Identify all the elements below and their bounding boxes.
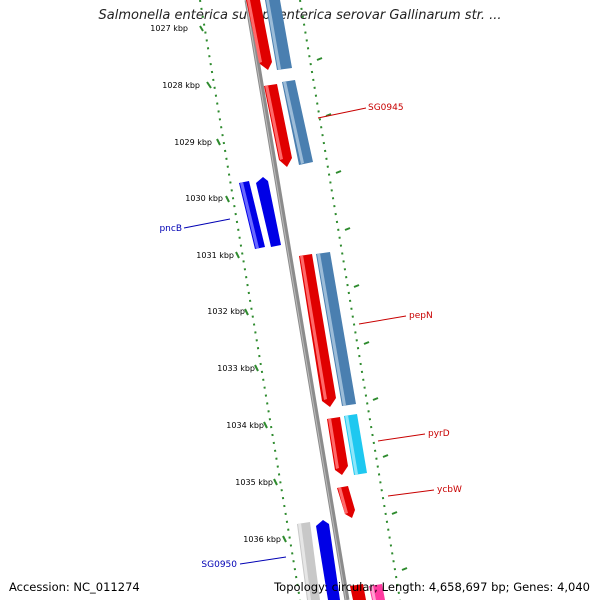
tick-mark (235, 251, 240, 259)
tick-mark (282, 535, 287, 543)
tick-label: 1027 kbp (150, 24, 188, 33)
tick-mark (372, 397, 379, 401)
gene-pyrd[interactable] (327, 417, 348, 475)
gene-bottom-red[interactable] (350, 584, 366, 600)
inner-dotted-guide (199, 0, 301, 600)
tick-mark (353, 284, 360, 288)
match-sg0945 (282, 80, 313, 165)
leader-line-pncb (183, 218, 231, 229)
tick-label: 1031 kbp (196, 251, 234, 260)
match-top-blue (265, 0, 292, 70)
leader-line-sg0945 (317, 107, 367, 119)
gene-bottom-pink[interactable] (369, 584, 385, 600)
tick-label: 1028 kbp (162, 81, 200, 90)
tick-mark (199, 25, 204, 32)
tick-mark (335, 170, 342, 174)
gene-top-red[interactable] (246, 0, 272, 70)
gene-sg0950[interactable] (297, 520, 340, 600)
tick-label: 1035 kbp (235, 478, 273, 487)
tick-mark (225, 195, 230, 203)
tick-label: 1032 kbp (207, 307, 245, 316)
tick-label: 1030 kbp (185, 194, 223, 203)
gene-label-pepn[interactable]: pepN (409, 311, 433, 321)
tick-label: 1036 kbp (243, 535, 281, 544)
tick-label: 1034 kbp (226, 421, 264, 430)
outer-dotted-guide (299, 0, 401, 600)
tick-mark (401, 567, 408, 571)
tick-label: 1033 kbp (217, 364, 255, 373)
tick-mark (206, 81, 212, 89)
map-title: Salmonella enterica subsp. enterica sero… (98, 8, 502, 23)
tick-mark (273, 478, 278, 486)
gene-pepn[interactable] (299, 254, 336, 407)
gene-label-ycbw[interactable]: ycbW (437, 485, 462, 495)
match-pepn (316, 252, 356, 406)
accession-text: Accession: NC_011274 (9, 580, 140, 594)
match-pyrd (344, 414, 367, 475)
gene-label-pyrd[interactable]: pyrD (428, 429, 450, 439)
gene-label-sg0950[interactable]: SG0950 (201, 560, 237, 570)
tick-mark (363, 341, 370, 345)
tick-label: 1029 kbp (174, 138, 212, 147)
tick-mark (316, 57, 323, 61)
leader-line-ycbw (387, 489, 435, 497)
tick-mark (254, 364, 259, 372)
genome-backbone-highlight (245, 0, 347, 600)
gene-label-pncb[interactable]: pncB (159, 224, 182, 234)
leader-line-pepn (358, 315, 407, 325)
tick-mark (244, 308, 249, 316)
genome-summary-text: Topology: circular; Length: 4,658,697 bp… (274, 580, 590, 594)
tick-mark (263, 421, 268, 429)
tick-mark (391, 511, 398, 515)
tick-mark (344, 227, 351, 231)
gene-label-sg0945[interactable]: SG0945 (368, 103, 404, 113)
leader-line-sg0950 (239, 556, 287, 565)
gene-pncb[interactable] (239, 177, 281, 249)
gene-sg0945[interactable] (264, 84, 292, 167)
tick-mark (382, 454, 389, 458)
tick-mark (216, 138, 221, 146)
genome-backbone (244, 0, 350, 600)
leader-line-pyrd (377, 433, 426, 442)
gene-ycbw[interactable] (337, 486, 355, 518)
